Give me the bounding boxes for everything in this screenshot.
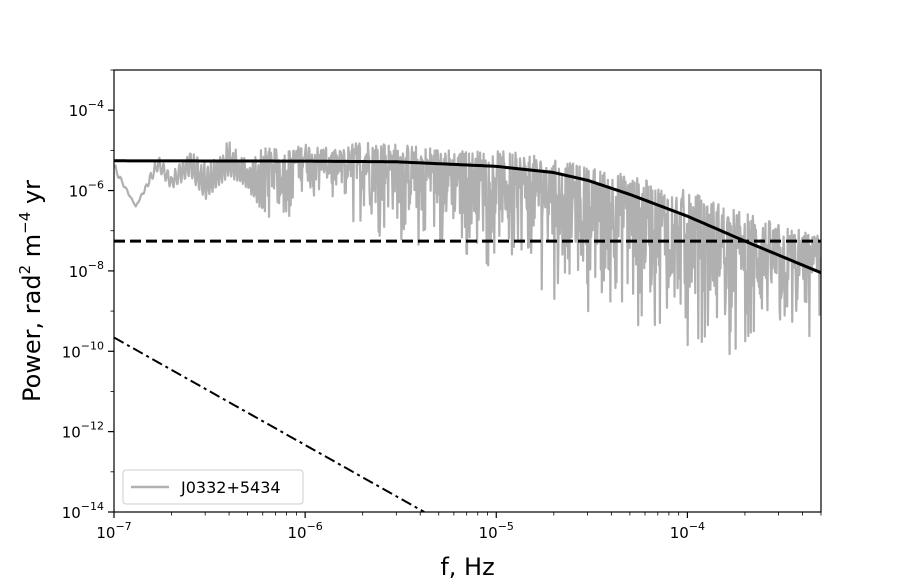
- series-spectrum-line: [114, 141, 821, 356]
- axes-frame: [113, 69, 822, 513]
- y-axis-label-sup1: 2: [16, 265, 34, 275]
- x-tick-label: 10−6: [287, 520, 322, 542]
- plot-area: [114, 141, 821, 512]
- y-tick-label: 10−8: [69, 259, 104, 281]
- series-layer: [114, 141, 821, 512]
- x-tick-label: 10−5: [479, 520, 514, 542]
- y-tick-label: 10−14: [62, 500, 104, 522]
- y-tick-label: 10−12: [62, 420, 104, 442]
- series-solid-line: [114, 159, 821, 275]
- y-tick-label: 10−6: [69, 179, 104, 201]
- legend-box: [122, 469, 304, 505]
- y-axis-label-end: yr: [18, 180, 46, 212]
- legend-label: J0332+5434: [180, 478, 281, 497]
- ticks-layer: 10−7 10−6 10−5 10−4 10−14 10−12 10−10 10−8 10−6 1…: [62, 69, 822, 542]
- legend: J0332+5434: [122, 469, 304, 505]
- y-axis-label: Power, rad2 m−4 yr: [16, 180, 46, 402]
- y-axis-label-base: Power, rad: [18, 274, 46, 402]
- y-tick-label: 10−4: [69, 98, 104, 120]
- y-tick-label: 10−10: [62, 339, 104, 361]
- y-axis-label-sup2: −4: [16, 212, 34, 234]
- x-tick-label: 10−7: [96, 520, 131, 542]
- x-tick-label: 10−4: [670, 520, 705, 542]
- series-dashdot-line: [114, 336, 425, 512]
- x-axis-label: f, Hz: [440, 553, 494, 581]
- y-axis-label-mid: m: [18, 234, 46, 265]
